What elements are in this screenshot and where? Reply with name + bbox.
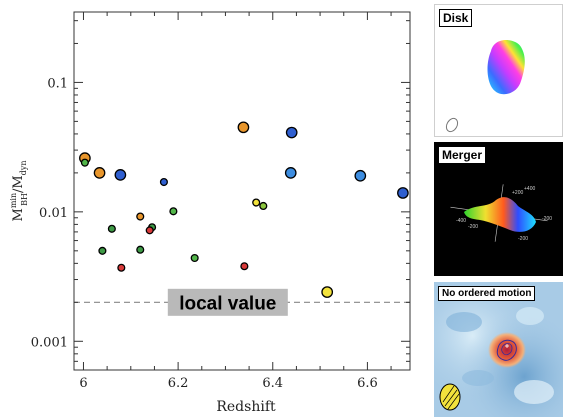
merger-velocity-map xyxy=(464,197,536,232)
data-point xyxy=(354,169,367,182)
data-point xyxy=(136,212,145,221)
data-point xyxy=(240,262,249,271)
x-tick-label: 6.6 xyxy=(357,376,378,391)
data-point xyxy=(190,253,199,263)
data-point xyxy=(93,167,106,179)
x-tick-label: 6.2 xyxy=(168,376,189,391)
merger-tick-label: -200 xyxy=(542,216,552,222)
data-point xyxy=(252,198,261,207)
merger-tick-label: -200 xyxy=(518,236,528,242)
data-point xyxy=(397,187,409,199)
y-tick-label: 0.001 xyxy=(31,335,68,350)
disk-velocity-map xyxy=(487,40,525,95)
local-value-label: local value xyxy=(179,293,276,314)
x-axis-label: Redshift xyxy=(216,399,276,415)
data-point xyxy=(98,246,107,255)
data-point xyxy=(145,226,154,235)
scatter-chart: local value 6 6.2 6.4 6.6 0.001 0.01 0.1 Redshi… xyxy=(9,11,411,415)
data-point xyxy=(117,263,126,272)
source-emission xyxy=(488,332,526,368)
data-point xyxy=(136,245,145,254)
plot-frame xyxy=(73,11,411,371)
plot-area xyxy=(74,12,410,370)
merger-panel: +200 +400 -200 -200 -400 -200 Merger xyxy=(434,142,563,276)
x-tick-label: 6 xyxy=(79,376,87,391)
y-tick-label: 0.1 xyxy=(47,76,68,91)
y-tick-label: 0.01 xyxy=(39,206,68,221)
x-tick-label: 6.4 xyxy=(262,376,283,391)
beam-ellipse xyxy=(439,383,461,411)
merger-tick-label: +200 xyxy=(512,190,523,196)
source-contour xyxy=(496,339,517,361)
data-point xyxy=(285,126,298,139)
merger-tick-label: +400 xyxy=(524,186,535,192)
merger-tick-label: -200 xyxy=(468,224,478,230)
no-ordered-motion-label: No ordered motion xyxy=(438,286,536,301)
beam-ellipse xyxy=(445,117,459,133)
merger-label: Merger xyxy=(438,146,487,164)
data-point xyxy=(159,177,168,187)
disk-panel: Disk xyxy=(434,4,563,137)
y-axis-label: Mmin BH/Mdyn xyxy=(9,161,29,222)
local-value-box xyxy=(167,288,288,316)
data-point xyxy=(259,201,268,211)
data-point xyxy=(321,286,334,298)
data-point xyxy=(80,158,89,167)
data-point xyxy=(107,224,116,233)
data-point xyxy=(237,121,250,134)
disk-label: Disk xyxy=(439,9,473,27)
data-point xyxy=(284,167,297,179)
no-ordered-motion-panel: No ordered motion xyxy=(434,282,563,417)
data-point xyxy=(169,207,178,216)
data-point xyxy=(114,169,127,181)
merger-tick-label: -400 xyxy=(456,218,466,224)
